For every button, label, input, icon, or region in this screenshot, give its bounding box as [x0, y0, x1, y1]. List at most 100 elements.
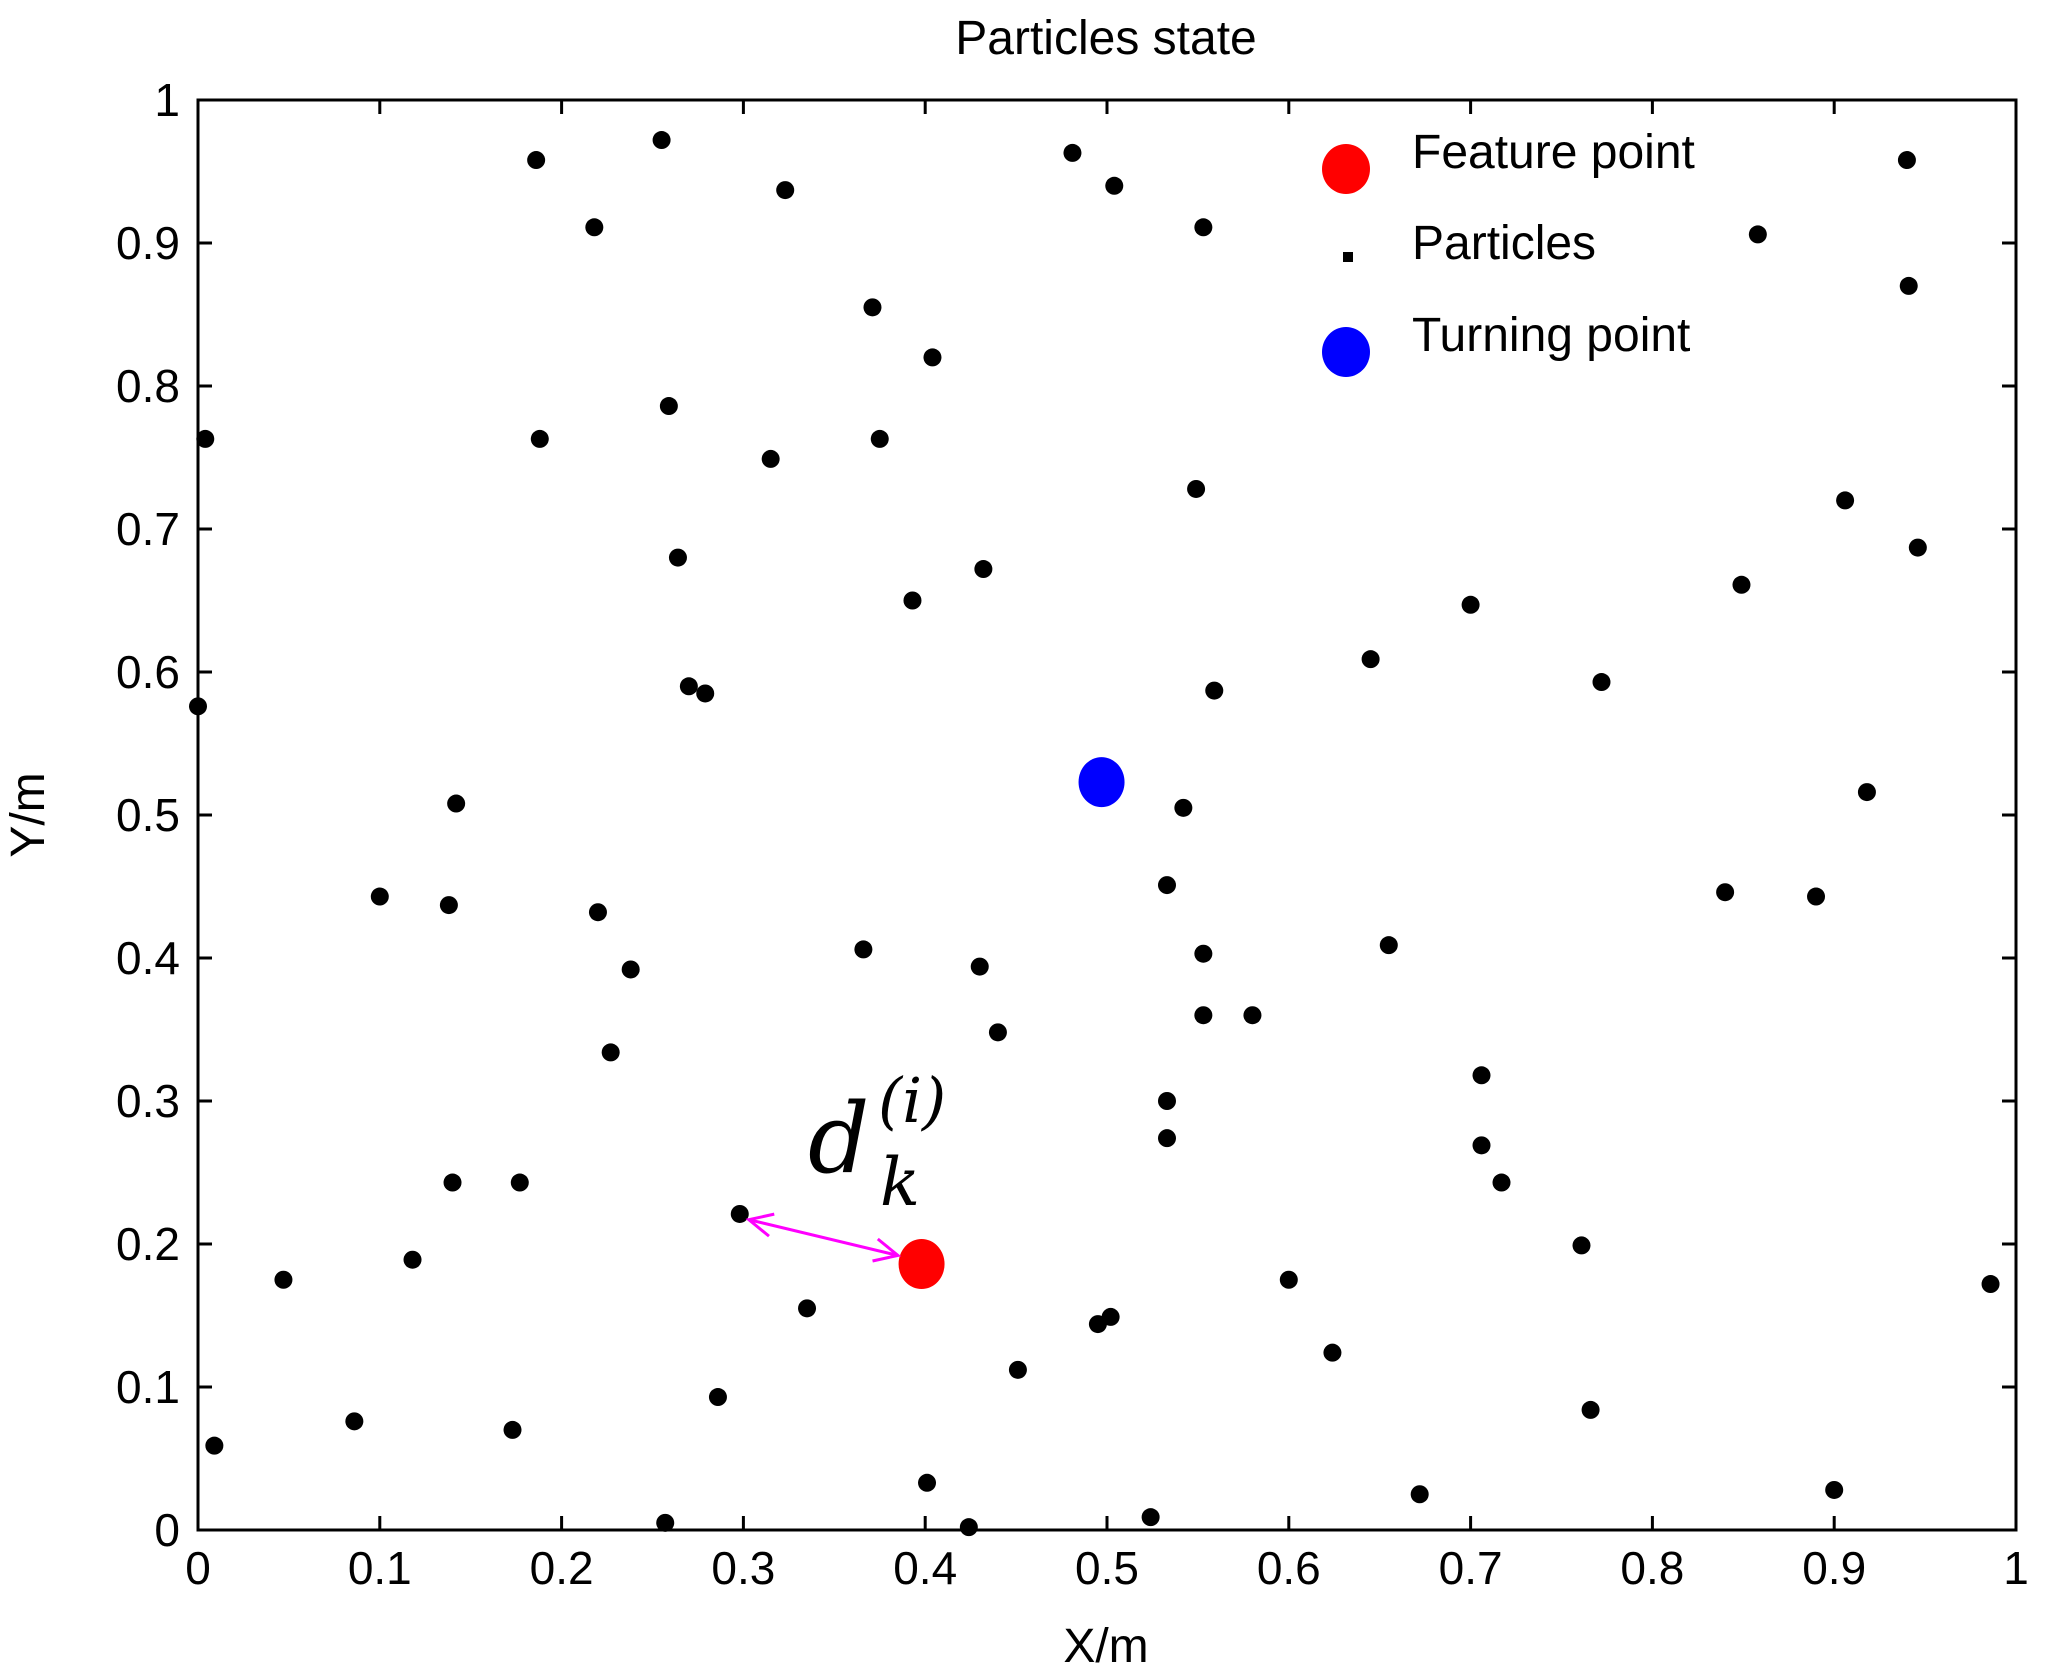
particle-point	[854, 940, 873, 959]
turning-point-marker	[1078, 757, 1125, 808]
particle-point	[1157, 876, 1176, 895]
legend: Feature point Particles Turning point	[1322, 126, 1695, 377]
distance-math-superscript: (i)	[878, 1064, 946, 1137]
particle-point	[863, 298, 882, 317]
particle-point	[918, 1473, 937, 1492]
particle-point	[798, 1299, 817, 1318]
particle-point	[345, 1412, 364, 1431]
particle-point	[1323, 1343, 1342, 1362]
legend-marker	[1343, 252, 1353, 262]
y-tick-label: 0	[154, 1504, 180, 1556]
particle-point	[196, 429, 215, 448]
particle-point	[1836, 491, 1855, 510]
particle-point	[1472, 1066, 1491, 1085]
particle-point	[503, 1420, 522, 1439]
x-tick-label: 0.7	[1439, 1542, 1503, 1594]
particle-point	[696, 684, 715, 703]
particle-point	[761, 449, 780, 468]
distance-arrow-line	[748, 1218, 899, 1257]
particle-point	[708, 1388, 727, 1407]
particle-point	[205, 1436, 224, 1455]
particle-point	[588, 903, 607, 922]
plot-area	[189, 131, 2000, 1537]
feature-point-marker	[898, 1239, 945, 1290]
particle-point	[1174, 798, 1193, 817]
particle-point	[1205, 681, 1224, 700]
x-tick-label: 0	[185, 1542, 211, 1594]
particle-point	[1141, 1508, 1160, 1527]
legend-marker	[1322, 327, 1370, 377]
particle-point	[1899, 276, 1918, 295]
particle-point	[974, 560, 993, 579]
y-tick-label: 1	[154, 74, 180, 126]
particle-point	[1857, 783, 1876, 802]
x-tick-label: 0.8	[1620, 1542, 1684, 1594]
legend-label: Particles	[1412, 217, 1596, 270]
y-tick-label: 0.7	[116, 503, 180, 555]
y-tick-label: 0.4	[116, 932, 180, 984]
particle-point	[1716, 883, 1735, 902]
y-tick-label: 0.9	[116, 217, 180, 269]
particle-point	[668, 548, 687, 567]
distance-math-subscript: k	[880, 1144, 920, 1221]
y-axis: 0 0.1 0.2 0.3 0.4 0.5 0.6 0.7 0.8 0.9 1	[116, 74, 2016, 1556]
series-feature-point	[898, 1239, 945, 1290]
x-tick-label: 1	[2003, 1542, 2029, 1594]
particle-point	[870, 429, 889, 448]
y-tick-label: 0.6	[116, 646, 180, 698]
x-axis-label: X/m	[1063, 1620, 1148, 1673]
particle-point	[1008, 1360, 1027, 1379]
particle-point	[1105, 176, 1124, 195]
particle-point	[443, 1173, 462, 1192]
series-turning-point	[1078, 757, 1125, 808]
particle-point	[1897, 151, 1916, 170]
particle-point	[1492, 1173, 1511, 1192]
particle-point	[652, 131, 671, 150]
particle-point	[1581, 1400, 1600, 1419]
x-tick-label: 0.6	[1257, 1542, 1321, 1594]
legend-marker	[1322, 144, 1370, 194]
particle-point	[903, 591, 922, 610]
particle-point	[988, 1023, 1007, 1042]
particle-point	[1807, 887, 1826, 906]
particle-point	[1063, 143, 1082, 162]
particle-point	[1194, 1006, 1213, 1025]
arrowhead	[745, 1212, 775, 1238]
x-axis: 0 0.1 0.2 0.3 0.4 0.5 0.6 0.7 0.8 0.9 1	[185, 100, 2029, 1594]
particle-point	[510, 1173, 529, 1192]
particle-point	[370, 887, 389, 906]
particle-point	[1472, 1136, 1491, 1155]
series-particles	[189, 131, 2000, 1537]
y-tick-label: 0.5	[116, 789, 180, 841]
particle-point	[659, 397, 678, 416]
particle-point	[1279, 1270, 1298, 1289]
particle-point	[447, 794, 466, 813]
particle-point	[601, 1043, 620, 1062]
annotation-layer: d k (i)	[745, 1064, 946, 1263]
particle-point	[679, 677, 698, 696]
particle-point	[1461, 595, 1480, 614]
particle-point	[403, 1250, 422, 1269]
particle-point	[1825, 1480, 1844, 1499]
particle-point	[1194, 944, 1213, 963]
x-tick-label: 0.2	[530, 1542, 594, 1594]
y-tick-label: 0.8	[116, 360, 180, 412]
particle-point	[776, 181, 795, 200]
particle-point	[1157, 1129, 1176, 1148]
particle-point	[1088, 1315, 1107, 1334]
y-tick-label: 0.3	[116, 1075, 180, 1127]
particle-point	[959, 1518, 978, 1537]
x-tick-label: 0.1	[348, 1542, 412, 1594]
particle-point	[530, 429, 549, 448]
y-axis-label: Y/m	[2, 772, 55, 857]
particle-point	[656, 1513, 675, 1532]
particle-point	[1194, 218, 1213, 237]
particle-point	[1981, 1275, 2000, 1294]
x-tick-label: 0.9	[1802, 1542, 1866, 1594]
particle-point	[1187, 479, 1206, 498]
legend-label: Feature point	[1412, 126, 1695, 179]
x-tick-label: 0.5	[1075, 1542, 1139, 1594]
particle-point	[527, 151, 546, 170]
particle-point	[923, 348, 942, 367]
